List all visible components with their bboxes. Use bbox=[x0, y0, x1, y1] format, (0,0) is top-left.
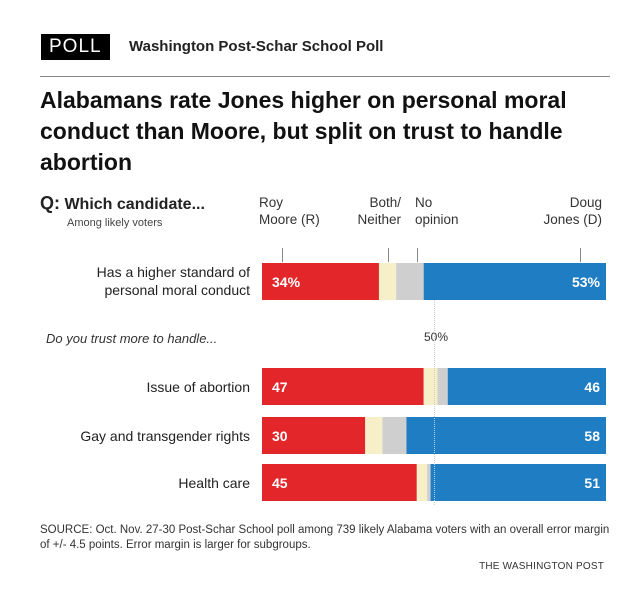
bar-jones bbox=[430, 464, 606, 501]
legend-tick bbox=[282, 248, 283, 262]
bar-moore bbox=[262, 417, 366, 454]
legend-both-neither: Both/Neither bbox=[357, 195, 401, 227]
data-label-jones: 51 bbox=[584, 475, 600, 491]
divider bbox=[40, 76, 610, 77]
bar-moore bbox=[262, 263, 379, 300]
credit: THE WASHINGTON POST bbox=[479, 561, 604, 572]
data-label-moore: 47 bbox=[272, 379, 288, 395]
category-label: Health care bbox=[178, 475, 250, 491]
data-label-jones: 58 bbox=[584, 428, 600, 444]
bar-jones bbox=[406, 417, 606, 454]
bar-no-opinion bbox=[427, 464, 431, 501]
category-label: Has a higher standard of personal moral c… bbox=[96, 264, 250, 298]
legend-jones: Doug Jones (D) bbox=[543, 195, 602, 227]
legend-tick bbox=[580, 248, 581, 262]
data-label-jones: 46 bbox=[584, 379, 600, 395]
bar-both-neither bbox=[378, 263, 397, 300]
section-label: Do you trust more to handle... bbox=[46, 331, 218, 346]
question-text: Which candidate... bbox=[64, 196, 205, 213]
category-label: Issue of abortion bbox=[146, 379, 250, 395]
data-label-jones: 53% bbox=[572, 274, 601, 290]
bar-both-neither bbox=[416, 464, 428, 501]
question-subtitle: Among likely voters bbox=[67, 217, 163, 229]
bar-both-neither bbox=[365, 417, 383, 454]
chart-title: Alabamans rate Jones higher on personal … bbox=[40, 87, 567, 175]
data-label-moore: 45 bbox=[272, 475, 288, 491]
poll-source: Washington Post-Schar School Poll bbox=[129, 38, 384, 55]
data-label-moore: 30 bbox=[272, 428, 288, 444]
question-prefix: Q: bbox=[40, 193, 60, 213]
source-note: SOURCE: Oct. Nov. 27-30 Post-Schar Schoo… bbox=[40, 524, 610, 551]
data-label-moore: 34% bbox=[272, 274, 301, 290]
legend-tick bbox=[388, 248, 389, 262]
bar-jones bbox=[423, 263, 606, 300]
legend-moore: Roy Moore (R) bbox=[259, 195, 320, 227]
reference-line-label: 50% bbox=[424, 330, 449, 344]
bar-no-opinion bbox=[437, 368, 448, 405]
category-label: Gay and transgender rights bbox=[80, 428, 250, 444]
question: Q: Which candidate... bbox=[40, 193, 205, 214]
poll-badge: POLL bbox=[41, 34, 110, 60]
legend-tick bbox=[417, 248, 418, 262]
reference-line bbox=[434, 300, 435, 505]
bar-moore bbox=[262, 368, 424, 405]
bar-no-opinion bbox=[382, 417, 407, 454]
bar-jones bbox=[447, 368, 606, 405]
bar-no-opinion bbox=[396, 263, 424, 300]
legend-no-opinion: No opinion bbox=[415, 195, 459, 227]
bar-both-neither bbox=[423, 368, 438, 405]
bar-moore bbox=[262, 464, 417, 501]
